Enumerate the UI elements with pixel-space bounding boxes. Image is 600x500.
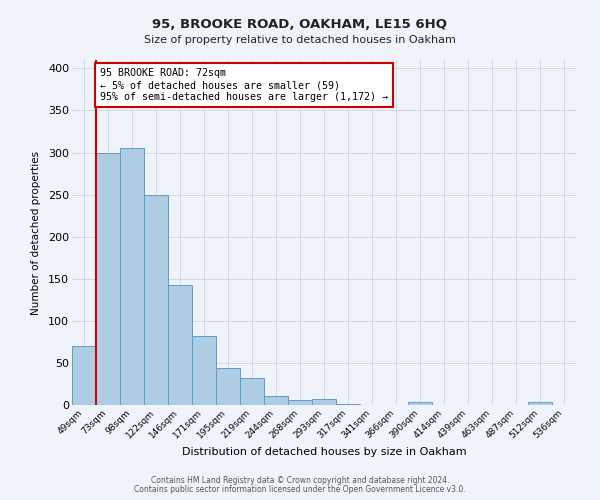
Text: Size of property relative to detached houses in Oakham: Size of property relative to detached ho… xyxy=(144,35,456,45)
Text: 95, BROOKE ROAD, OAKHAM, LE15 6HQ: 95, BROOKE ROAD, OAKHAM, LE15 6HQ xyxy=(152,18,448,30)
Bar xyxy=(168,284,192,405)
Bar xyxy=(528,402,552,405)
Bar xyxy=(144,194,168,405)
Bar xyxy=(240,378,264,405)
Text: Contains HM Land Registry data © Crown copyright and database right 2024.: Contains HM Land Registry data © Crown c… xyxy=(151,476,449,485)
X-axis label: Distribution of detached houses by size in Oakham: Distribution of detached houses by size … xyxy=(182,447,466,457)
Bar xyxy=(336,404,360,405)
Bar xyxy=(72,346,96,405)
Y-axis label: Number of detached properties: Number of detached properties xyxy=(31,150,41,314)
Bar xyxy=(288,400,312,405)
Bar xyxy=(192,336,216,405)
Bar xyxy=(96,152,120,405)
Text: Contains public sector information licensed under the Open Government Licence v3: Contains public sector information licen… xyxy=(134,485,466,494)
Text: 95 BROOKE ROAD: 72sqm
← 5% of detached houses are smaller (59)
95% of semi-detac: 95 BROOKE ROAD: 72sqm ← 5% of detached h… xyxy=(100,68,388,102)
Bar xyxy=(264,396,288,405)
Bar xyxy=(120,148,144,405)
Bar xyxy=(216,368,240,405)
Bar xyxy=(312,399,336,405)
Bar xyxy=(408,402,432,405)
